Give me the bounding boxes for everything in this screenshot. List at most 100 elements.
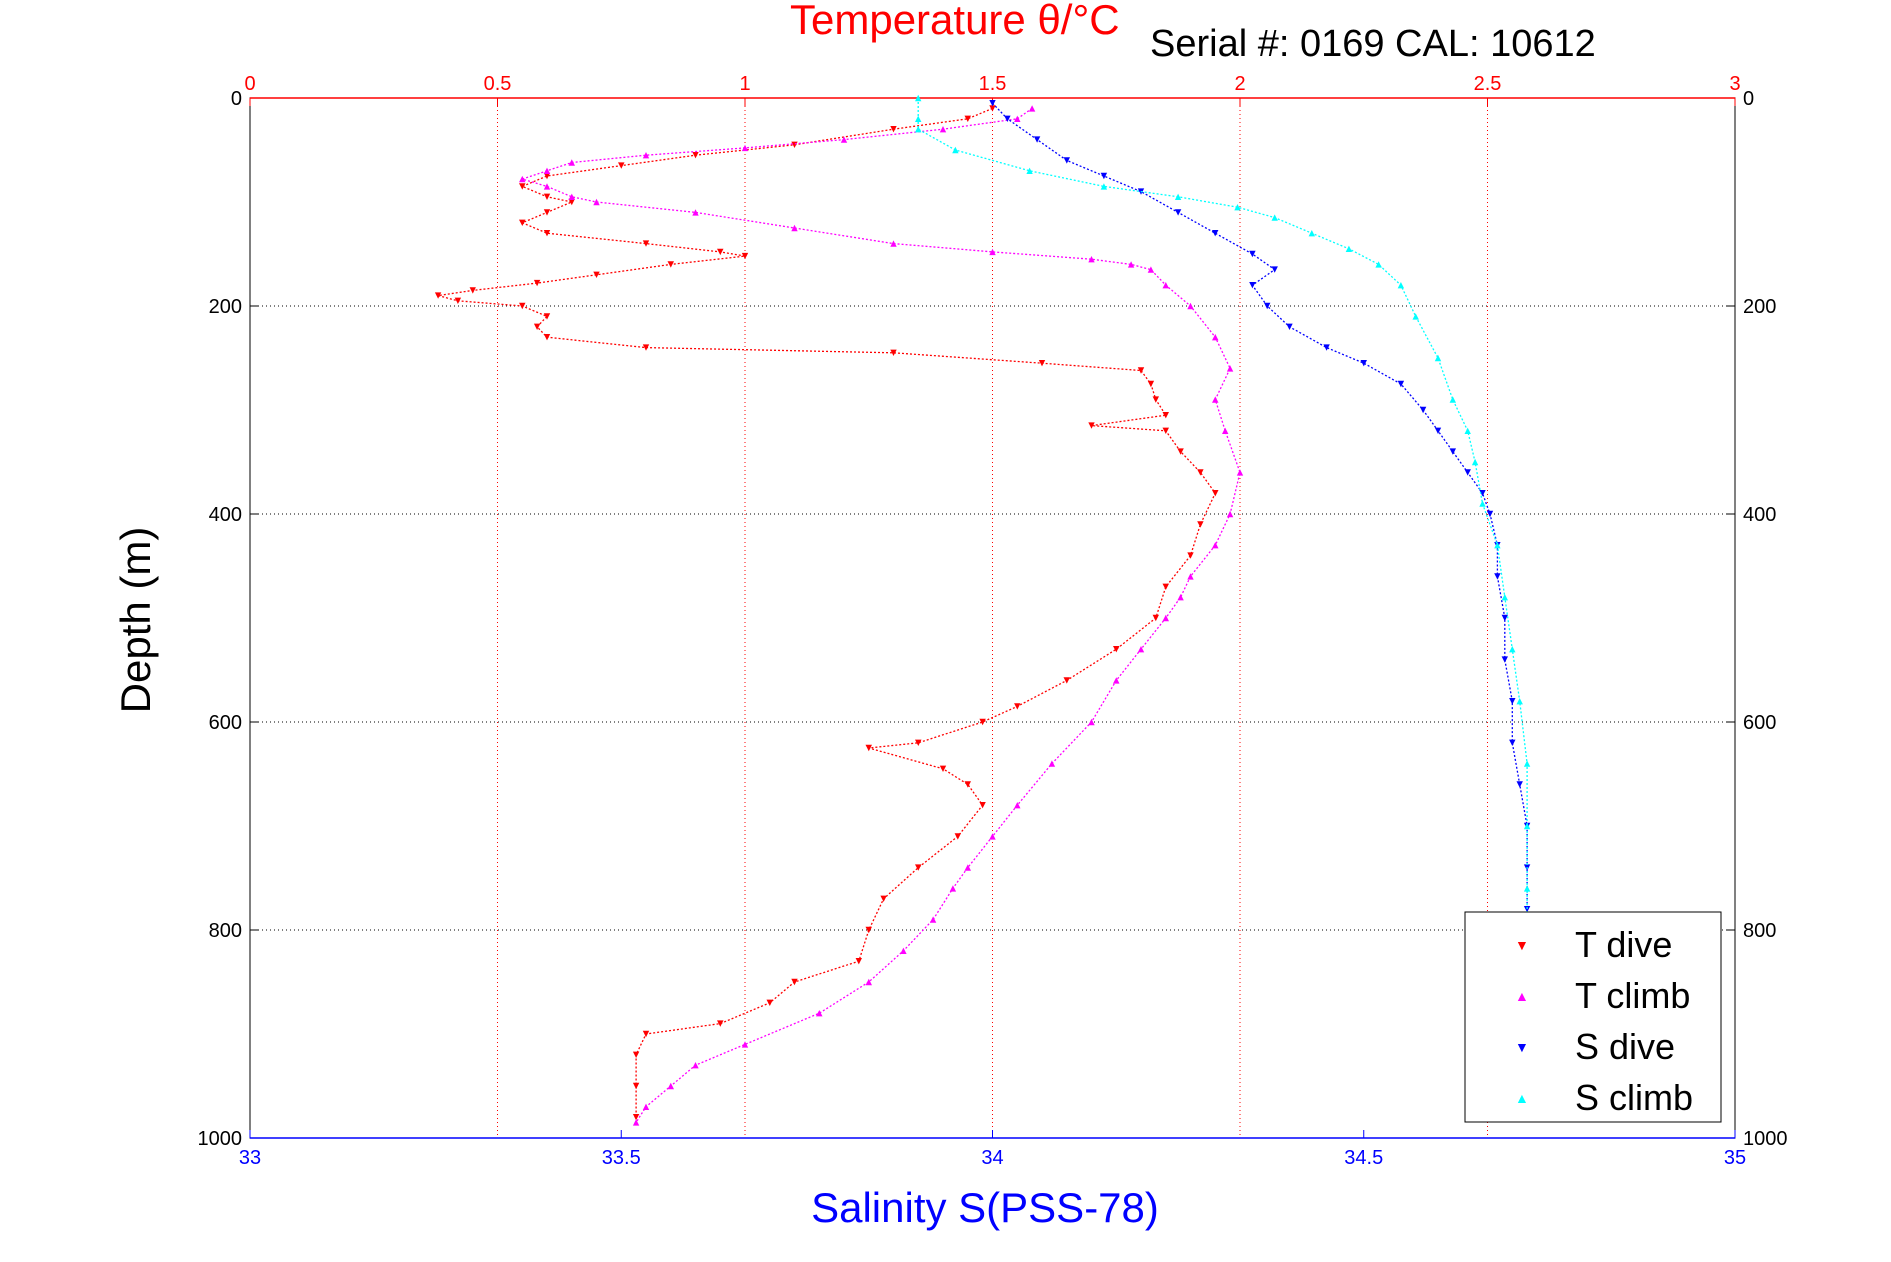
y-tick-label-left-800: 800 — [209, 920, 242, 942]
data-point-t-climb-25 — [1236, 469, 1244, 476]
data-point-s-dive-23 — [1494, 573, 1501, 580]
legend: ▼ T dive ▲ T climb ▼ S dive ▲ S climb — [1464, 911, 1722, 1123]
data-point-t-climb-1 — [1014, 115, 1021, 122]
data-point-t-climb-35 — [1014, 802, 1021, 809]
data-point-s-dive-13 — [1323, 344, 1330, 351]
data-point-t-climb-41 — [865, 978, 872, 986]
data-point-s-dive-0 — [989, 100, 996, 107]
data-point-s-climb-13 — [1412, 313, 1419, 320]
x-tick-label-top-2: 2 — [1234, 73, 1245, 95]
series-t-dive — [434, 105, 1219, 1121]
data-point-s-dive-17 — [1434, 427, 1442, 434]
data-point-s-climb-19 — [1494, 542, 1501, 549]
data-point-t-climb-27 — [1212, 542, 1219, 549]
data-point-t-climb-18 — [1147, 266, 1155, 273]
data-point-t-climb-32 — [1113, 677, 1120, 684]
data-point-t-dive-30 — [1147, 380, 1155, 388]
data-point-t-dive-24 — [533, 323, 541, 330]
chart-title: Temperature θ/°C — [790, 0, 1120, 43]
data-point-t-climb-47 — [632, 1119, 640, 1126]
y-tick-label-right-800: 800 — [1743, 920, 1776, 942]
legend-item-s-climb: ▲ S climb — [1515, 1077, 1693, 1118]
data-point-t-climb-34 — [1048, 760, 1056, 767]
data-point-s-dive-15 — [1397, 380, 1405, 388]
data-point-s-climb-23 — [1523, 760, 1531, 767]
data-point-t-climb-11 — [593, 198, 600, 206]
x-tick-label-bottom-33.5: 33.5 — [602, 1147, 641, 1169]
x-axis-label-bottom: Salinity S(PSS-78) — [811, 1184, 1159, 1231]
x-tick-label-top-1.5: 1.5 — [979, 73, 1007, 95]
legend-label-s-dive: S dive — [1575, 1026, 1675, 1067]
chart-subtitle: Serial #: 0169 CAL: 10612 — [1150, 23, 1596, 65]
data-point-t-dive-53 — [880, 895, 887, 902]
data-point-t-climb-45 — [667, 1082, 674, 1090]
legend-marker-s-climb: ▲ — [1515, 1090, 1529, 1106]
data-point-t-climb-4 — [741, 144, 749, 152]
series-trace-s-climb — [917, 98, 1528, 930]
y-tick-label-right-400: 400 — [1743, 504, 1776, 526]
data-point-t-climb-8 — [519, 175, 526, 183]
data-point-t-dive-40 — [1162, 583, 1169, 590]
data-point-t-climb-46 — [642, 1103, 650, 1110]
data-point-t-dive-34 — [1162, 427, 1169, 434]
data-point-s-dive-21 — [1486, 510, 1494, 518]
y-tick-label-left-0: 0 — [231, 88, 242, 110]
grid — [250, 98, 1735, 1138]
data-point-s-dive-25 — [1501, 656, 1508, 663]
data-point-t-dive-11 — [519, 219, 526, 226]
data-point-s-dive-2 — [1033, 136, 1041, 143]
data-point-s-dive-6 — [1174, 209, 1182, 216]
data-point-t-dive-14 — [717, 248, 724, 256]
data-point-t-dive-2 — [890, 126, 897, 133]
data-point-t-climb-21 — [1212, 334, 1219, 341]
x-tick-label-top-3: 3 — [1729, 73, 1740, 95]
data-point-t-climb-42 — [816, 1010, 823, 1017]
data-point-s-dive-16 — [1419, 406, 1427, 414]
data-point-t-dive-60 — [632, 1051, 640, 1058]
data-point-t-dive-19 — [469, 287, 476, 294]
data-point-t-dive-7 — [519, 183, 526, 190]
data-point-t-dive-46 — [915, 739, 922, 746]
legend-marker-s-dive: ▼ — [1515, 1039, 1529, 1055]
data-point-s-climb-21 — [1509, 646, 1516, 653]
legend-item-t-dive: ▼ T dive — [1515, 924, 1672, 965]
data-point-t-climb-16 — [1088, 256, 1095, 263]
data-point-s-climb-4 — [1026, 167, 1033, 174]
data-point-t-dive-18 — [533, 279, 541, 287]
y-tick-label-right-1000: 1000 — [1743, 1128, 1788, 1150]
data-point-s-climb-11 — [1375, 261, 1382, 268]
data-point-s-climb-5 — [1100, 183, 1108, 190]
data-point-t-dive-1 — [964, 115, 971, 122]
y-tick-label-right-0: 0 — [1743, 88, 1754, 110]
data-point-t-climb-14 — [890, 240, 897, 247]
data-point-t-climb-26 — [1226, 510, 1234, 518]
data-point-s-climb-20 — [1501, 594, 1508, 601]
data-point-s-climb-0 — [915, 94, 922, 102]
data-point-t-climb-13 — [791, 224, 798, 232]
data-point-t-climb-6 — [568, 159, 575, 166]
data-point-t-dive-21 — [454, 297, 462, 304]
data-point-t-dive-41 — [1152, 614, 1159, 622]
x-tick-label-bottom-35: 35 — [1724, 1147, 1746, 1169]
data-point-t-dive-10 — [543, 209, 551, 216]
y-tick-label-right-200: 200 — [1743, 296, 1776, 318]
data-point-s-climb-7 — [1234, 204, 1241, 211]
series-trace-t-climb — [520, 107, 1241, 1123]
y-axis-label: Depth (m) — [112, 527, 159, 714]
data-point-s-dive-28 — [1516, 781, 1523, 788]
legend-item-t-climb: ▲ T climb — [1515, 975, 1690, 1016]
data-point-t-dive-59 — [642, 1030, 650, 1038]
series-trace-s-dive — [992, 102, 1528, 910]
data-point-s-climb-16 — [1464, 427, 1471, 434]
series-t-climb — [519, 105, 1244, 1126]
data-point-t-dive-62 — [632, 1114, 640, 1121]
data-point-s-climb-9 — [1308, 230, 1315, 237]
legend-label-s-climb: S climb — [1575, 1077, 1693, 1118]
legend-box — [1464, 911, 1722, 1123]
data-point-t-dive-29 — [1137, 367, 1145, 374]
data-point-t-dive-32 — [1162, 412, 1169, 419]
legend-label-t-climb: T climb — [1575, 975, 1690, 1016]
data-point-s-dive-24 — [1501, 614, 1508, 622]
data-point-t-climb-29 — [1177, 594, 1184, 601]
x-tick-label-top-0.5: 0.5 — [484, 73, 512, 95]
